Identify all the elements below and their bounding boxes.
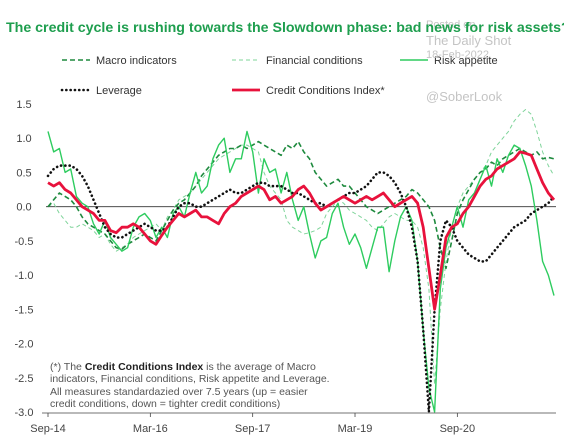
y-tick-label: 1.0: [16, 133, 31, 145]
legend: Macro indicators Financial conditions Risk…: [60, 55, 498, 97]
footnote: (*) The Credit Conditions Index is the a…: [50, 361, 335, 411]
legend-label: Macro indicators: [96, 55, 177, 67]
watermark-source: The Daily Shot: [426, 33, 512, 48]
series-line-credit-conditions-index: [47, 150, 556, 311]
x-tick-label: Mar-16: [133, 423, 168, 435]
legend-label: Leverage: [96, 85, 142, 97]
legend-label: Credit Conditions Index*: [266, 85, 385, 97]
x-tick-label: Sep-14: [30, 423, 65, 435]
series-group: [46, 109, 556, 414]
watermark-posted: Posted on: [426, 19, 476, 31]
y-tick-label: 0.0: [16, 202, 31, 214]
y-tick-label: 1.5: [16, 99, 31, 111]
chart-title: The credit cycle is rushing towards the …: [6, 20, 564, 36]
watermark-handle: @SoberLook: [426, 89, 503, 104]
x-tick-label: Sep-17: [235, 423, 270, 435]
legend-label: Risk appetite: [434, 55, 498, 67]
y-tick-label: -2.5: [15, 373, 34, 385]
legend-label: Financial conditions: [266, 55, 363, 67]
series-line-macro-indicators: [47, 140, 555, 270]
y-tick-label: -2.0: [15, 339, 34, 351]
x-tick-label: Mar-19: [338, 423, 373, 435]
y-tick-label: -0.5: [15, 236, 34, 248]
footnote-bold: Credit Conditions Index: [84, 361, 204, 373]
watermark: Posted on The Daily Shot 18-Feb-2022 @So…: [426, 18, 556, 104]
y-tick-label: -1.0: [15, 270, 34, 282]
axes: 1.5 1.0 0.5 0.0 -0.5 -1.0 -1.5 -2.0 -2.5 -3.0 Sep-…: [15, 99, 556, 435]
series-line-financial-conditions: [47, 109, 555, 386]
watermark-date: 18-Feb-2022: [426, 49, 489, 61]
footnote-prefix: (*) The: [50, 361, 85, 373]
x-tick-label: Sep-20: [440, 423, 475, 435]
y-tick-label: -1.5: [15, 304, 34, 316]
y-tick-label: -3.0: [15, 407, 34, 419]
footnote-text: is the average of Macro indicators, Fina…: [50, 361, 330, 411]
series-line-leverage: [46, 164, 556, 414]
y-tick-label: 0.5: [16, 167, 31, 179]
